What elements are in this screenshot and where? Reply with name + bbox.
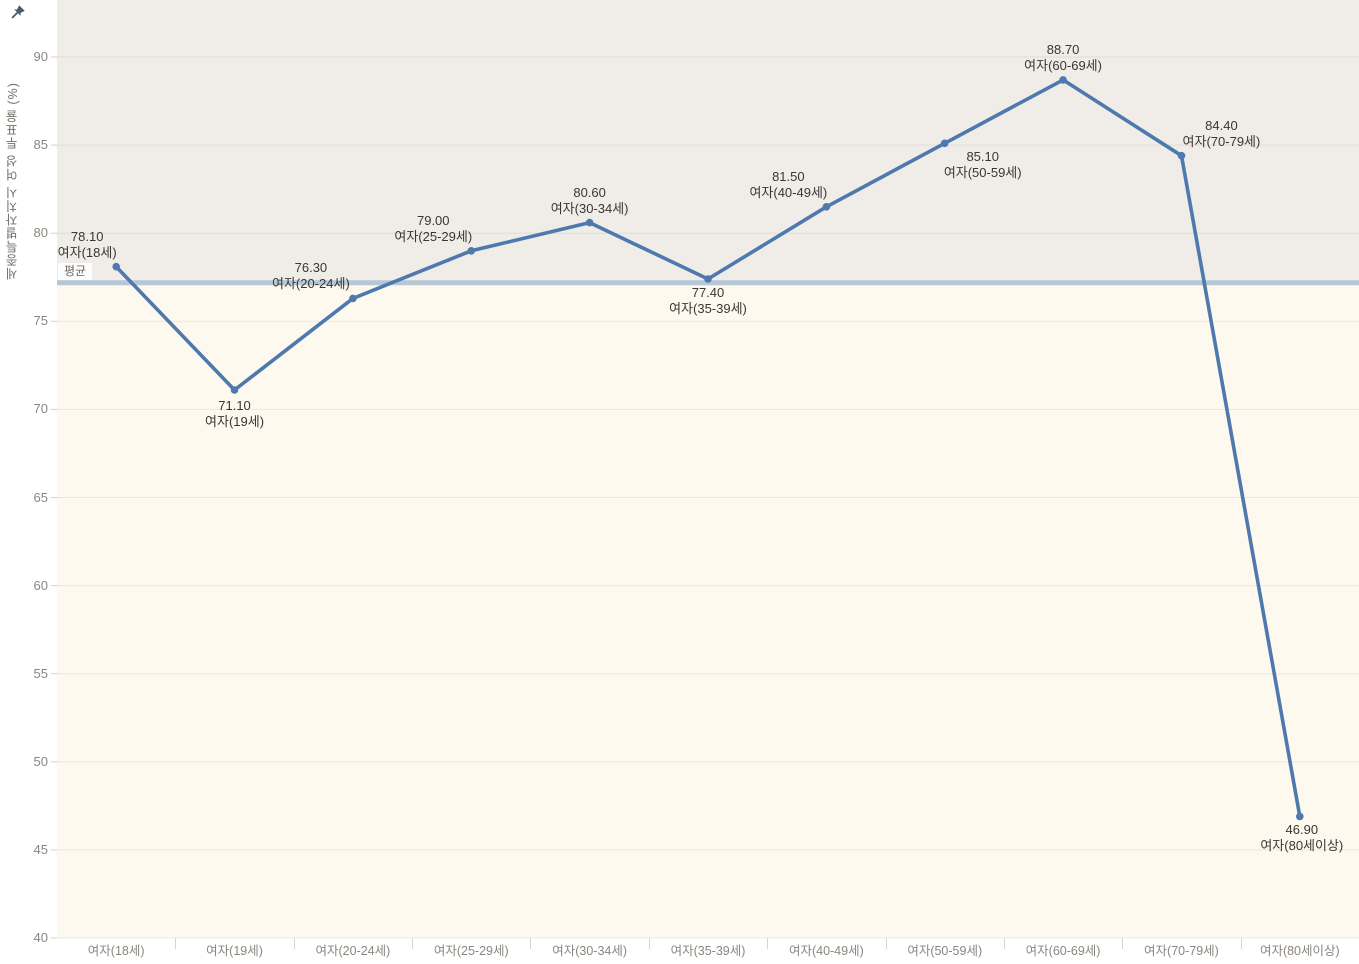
x-tick-label-8[interactable]: 여자(60-69세) [1025, 944, 1101, 958]
band-below-average [57, 282, 1359, 939]
y-axis-title-text: 세종특별자치시 여성 투표율 (%) [6, 82, 20, 280]
data-point-10[interactable] [1296, 812, 1304, 821]
data-point-4[interactable] [585, 218, 594, 227]
data-point-8[interactable] [1059, 76, 1067, 84]
data-point-2[interactable] [349, 294, 357, 303]
band-above-average [57, 0, 1359, 283]
x-tick-label-1[interactable]: 여자(19세) [206, 944, 263, 958]
x-tick-label-4[interactable]: 여자(30-34세) [552, 944, 628, 958]
x-tick-label-9[interactable]: 여자(70-79세) [1144, 944, 1219, 958]
x-tick-label-10[interactable]: 여자(80세이상) [1259, 944, 1340, 958]
y-axis-title: 세종특별자치시 여성 투표율 (%) [0, 0, 26, 300]
x-tick-label-3[interactable]: 여자(25-29세) [433, 944, 509, 958]
data-point-0[interactable] [112, 262, 120, 271]
data-point-1[interactable] [230, 386, 239, 394]
data-point-6[interactable] [822, 203, 831, 211]
x-tick-label-6[interactable]: 여자(40-49세) [788, 944, 864, 958]
data-point-7[interactable] [940, 139, 949, 148]
data-point-3[interactable] [467, 247, 476, 255]
x-tick-label-0[interactable]: 여자(18세) [87, 944, 145, 958]
pin-icon[interactable] [7, 4, 27, 24]
data-point-5[interactable] [704, 275, 712, 283]
x-tick-label-7[interactable]: 여자(50-59세) [907, 944, 983, 958]
x-tick-label-5[interactable]: 여자(35-39세) [670, 944, 746, 958]
x-tick-label-2[interactable]: 여자(20-24세) [315, 944, 391, 958]
data-point-9[interactable] [1177, 151, 1186, 160]
